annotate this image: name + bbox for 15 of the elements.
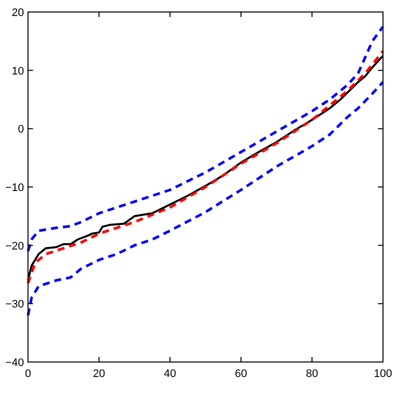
y-tick-label: 20	[12, 7, 24, 19]
y-tick-label: −40	[5, 357, 24, 369]
x-tick-label: 100	[374, 368, 392, 380]
y-tick-label: 0	[18, 124, 24, 136]
y-tick-label: 10	[12, 65, 24, 78]
y-tick-label: −30	[5, 298, 24, 311]
y-tick-label: −20	[5, 240, 24, 252]
line-series	[26, 25, 384, 252]
x-tick-label: 20	[92, 368, 106, 380]
x-tick-label: 80	[306, 368, 318, 380]
y-tick-label: −10	[5, 182, 24, 194]
line-series	[26, 80, 384, 317]
x-tick-label: 40	[164, 368, 176, 380]
x-tick-label: 0	[24, 368, 32, 380]
x-tick-label: 60	[234, 368, 248, 380]
